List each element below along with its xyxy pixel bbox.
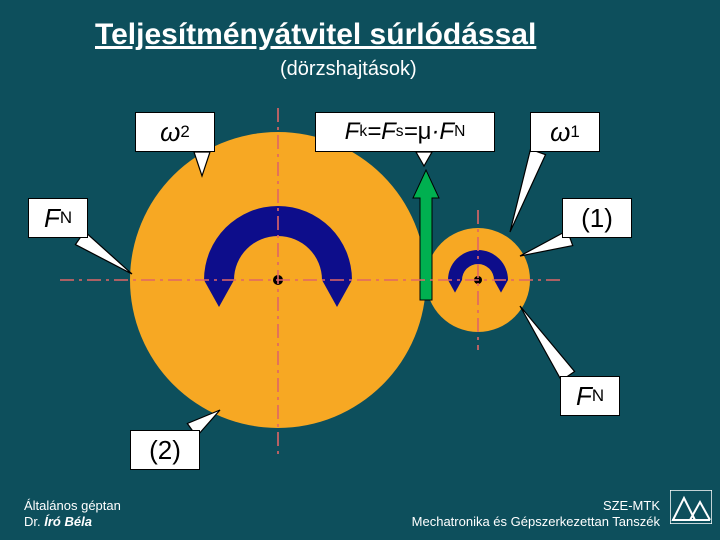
- label-wheel-2: (2): [130, 430, 200, 470]
- footer-right: SZE-MTKMechatronika és Gépszerkezettan T…: [412, 498, 660, 529]
- university-logo: [670, 490, 712, 524]
- slide-root: Teljesítményátvitel súrlódással (dörzsha…: [0, 0, 720, 540]
- label-omega2: ω2: [135, 112, 215, 152]
- label-wheel-1: (1): [562, 198, 632, 238]
- label-fn-left: FN: [28, 198, 88, 238]
- label-omega1: ω1: [530, 112, 600, 152]
- footer-left: Általános géptanDr. Író Béla: [24, 498, 121, 529]
- friction-drive-diagram: [0, 0, 720, 540]
- label-fk-equation: Fk=Fs=μ·FN: [315, 112, 495, 152]
- label-fn-right: FN: [560, 376, 620, 416]
